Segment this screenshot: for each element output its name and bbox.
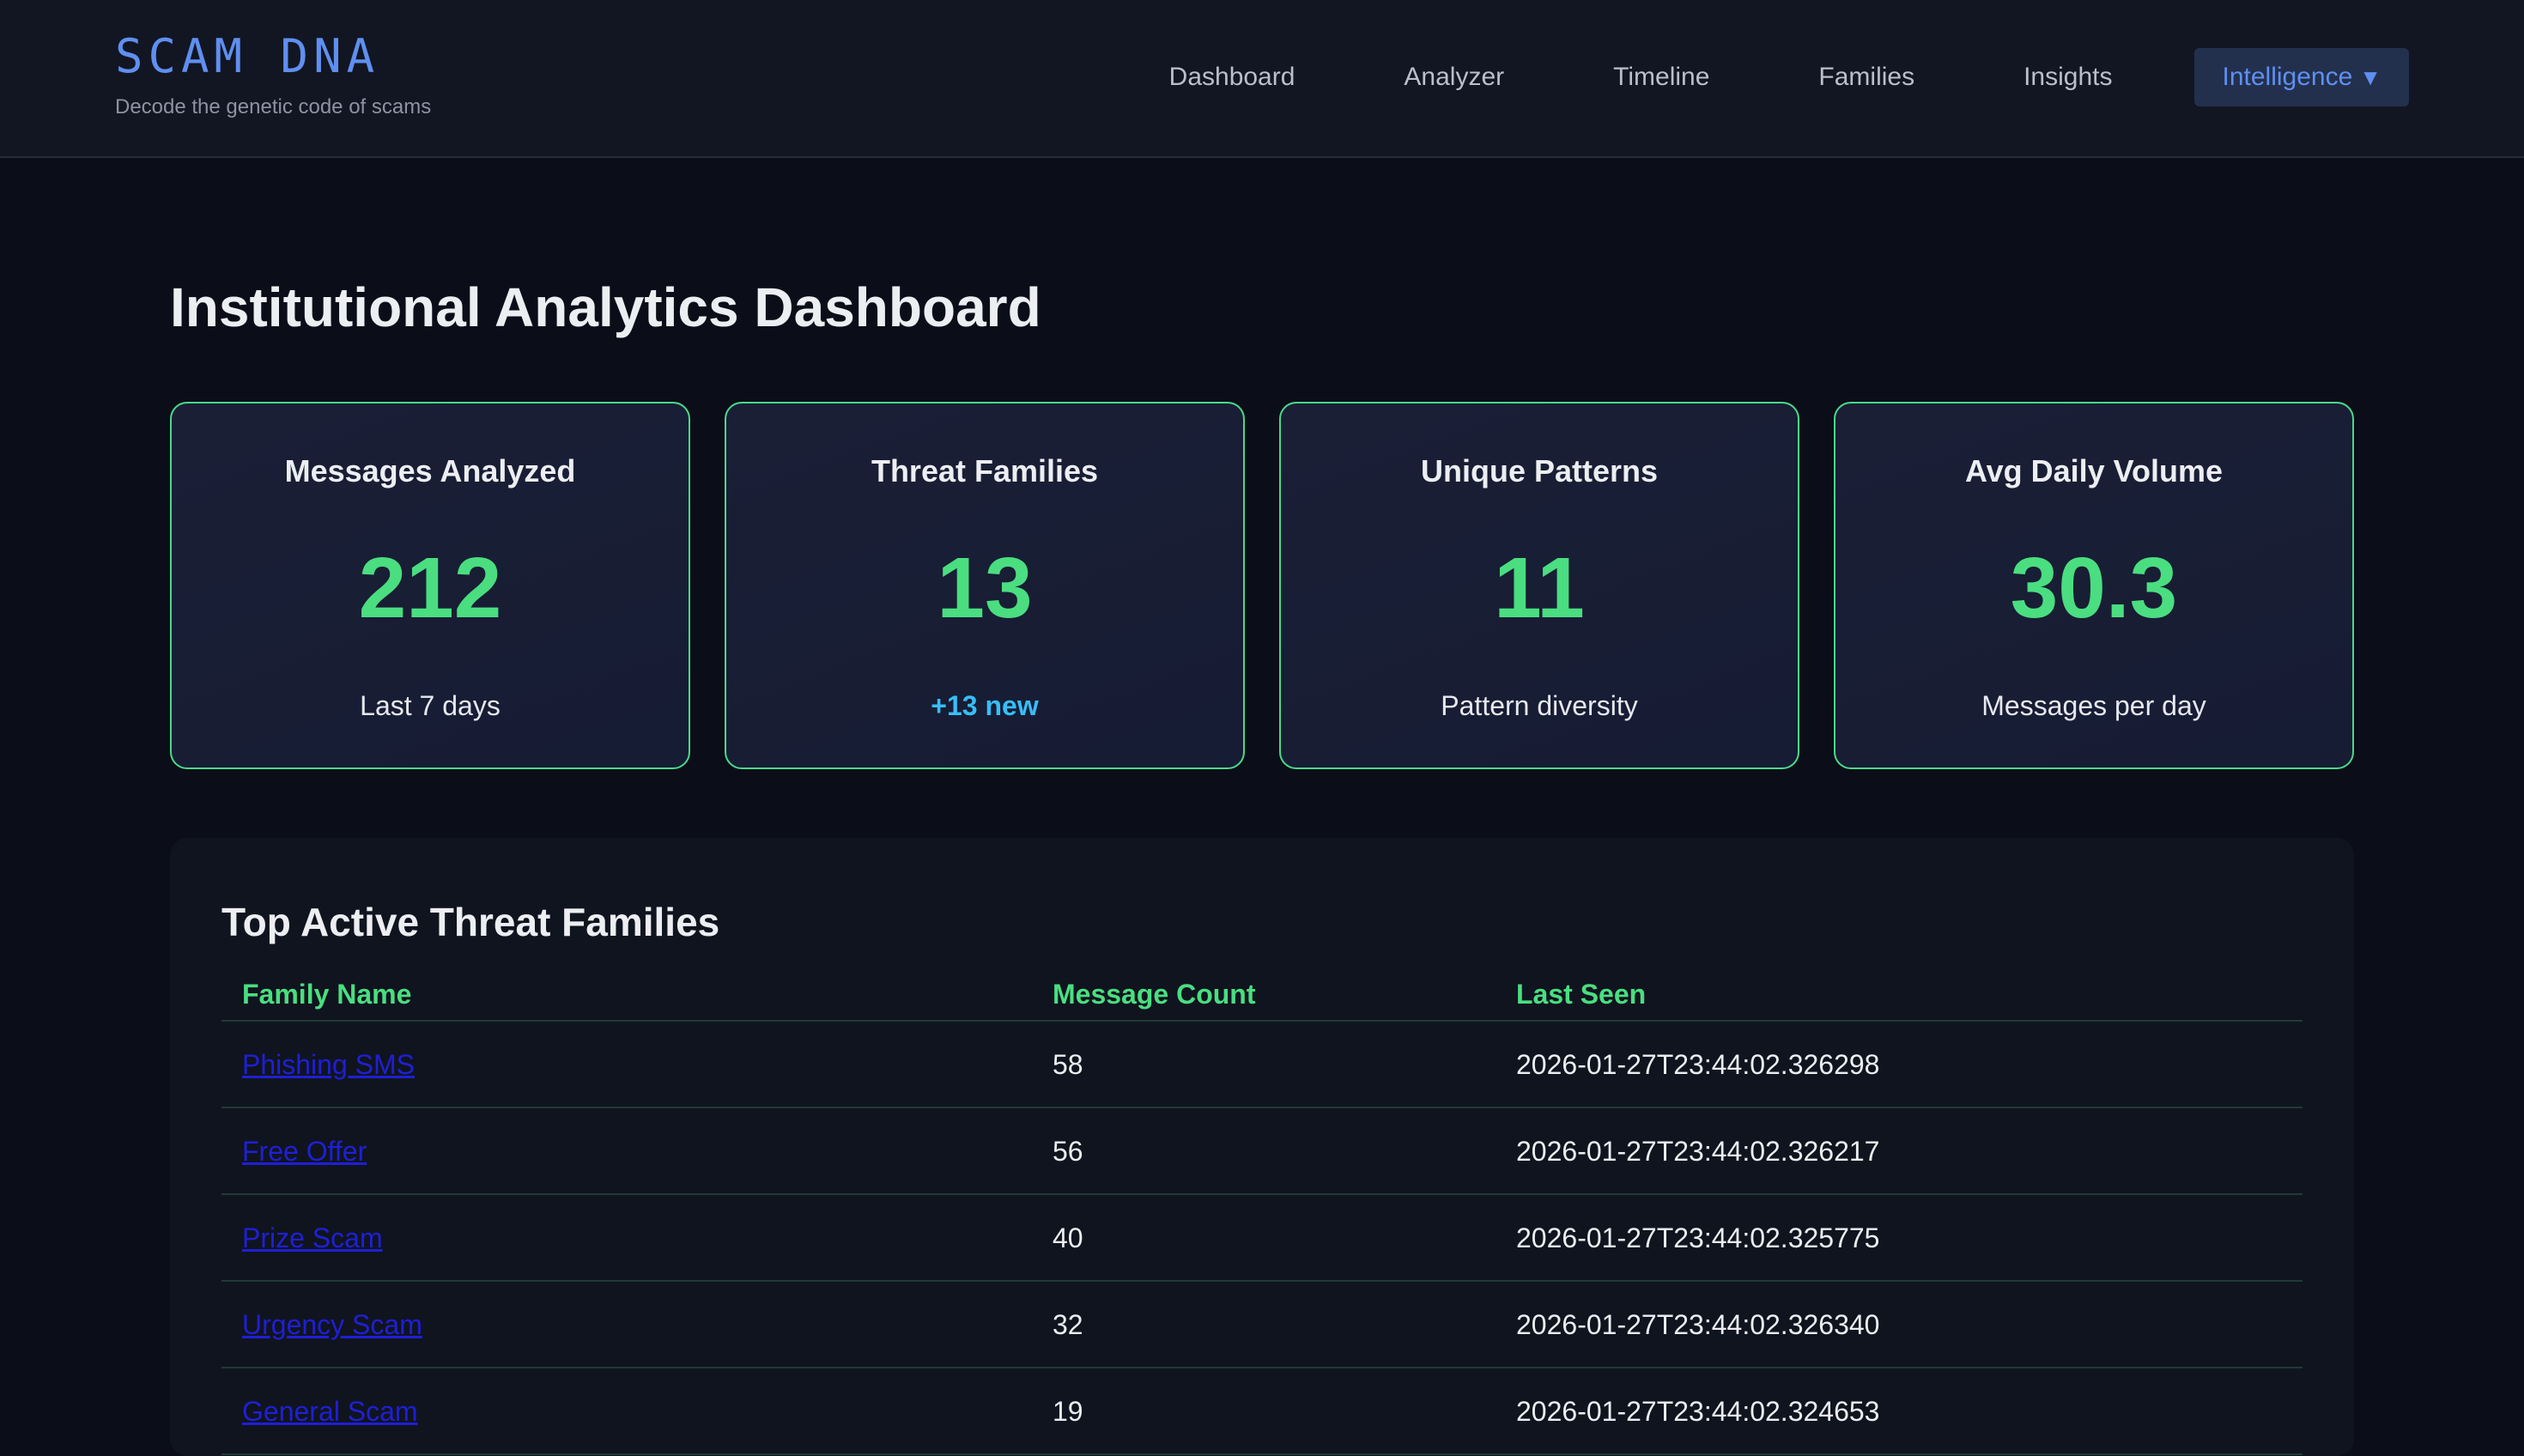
table-row: Free Offer 56 2026-01-27T23:44:02.326217: [221, 1108, 2303, 1195]
last-seen: 2026-01-27T23:44:02.326340: [1516, 1309, 1880, 1340]
stat-card-value: 30.3: [2010, 540, 2178, 636]
stat-card-label: Messages Analyzed: [284, 453, 576, 488]
message-count: 19: [1053, 1396, 1083, 1427]
brand-title[interactable]: SCAM DNA: [115, 29, 380, 83]
last-seen: 2026-01-27T23:44:02.326217: [1516, 1136, 1880, 1167]
column-header-last-seen: Last Seen: [1516, 979, 1647, 1010]
threat-families-panel: Top Active Threat Families Family Name M…: [170, 838, 2354, 1456]
family-link[interactable]: Prize Scam: [242, 1222, 383, 1253]
nav-intelligence-label: Intelligence: [2222, 63, 2353, 91]
table-row: Phishing SMS 58 2026-01-27T23:44:02.3262…: [221, 1022, 2303, 1108]
message-count: 58: [1053, 1049, 1083, 1080]
family-link[interactable]: Phishing SMS: [242, 1049, 415, 1080]
panel-title: Top Active Threat Families: [221, 900, 720, 944]
brand: SCAM DNA Decode the genetic code of scam…: [115, 31, 431, 120]
stat-card-threat-families: Threat Families 13 +13 new: [725, 402, 1245, 769]
table-row: General Scam 19 2026-01-27T23:44:02.3246…: [221, 1368, 2303, 1455]
brand-subtitle: Decode the genetic code of scams: [115, 95, 432, 118]
stat-card-label: Threat Families: [871, 453, 1099, 488]
column-header-message-count: Message Count: [1053, 979, 1256, 1010]
stat-card-value: 13: [937, 540, 1033, 636]
main-nav: Dashboard Analyzer Timeline Families Ins…: [1169, 48, 2409, 106]
message-count: 32: [1053, 1309, 1083, 1340]
stat-card-note: Messages per day: [1981, 690, 2206, 721]
stat-card-note: +13 new: [931, 690, 1039, 721]
stat-card-note: Pattern diversity: [1441, 690, 1638, 721]
nav-insights[interactable]: Insights: [2023, 63, 2113, 91]
page-title: Institutional Analytics Dashboard: [170, 276, 1041, 338]
table-row: Urgency Scam 32 2026-01-27T23:44:02.3263…: [221, 1282, 2303, 1368]
family-link[interactable]: Urgency Scam: [242, 1309, 422, 1340]
last-seen: 2026-01-27T23:44:02.325775: [1516, 1222, 1880, 1253]
table-header-row: Family Name Message Count Last Seen: [221, 967, 2303, 1022]
nav-intelligence-dropdown[interactable]: Intelligence ▼: [2194, 48, 2409, 106]
caret-down-icon: ▼: [2359, 64, 2381, 90]
nav-families[interactable]: Families: [1818, 63, 1915, 91]
table-row: Prize Scam 40 2026-01-27T23:44:02.325775: [221, 1195, 2303, 1282]
nav-timeline[interactable]: Timeline: [1613, 63, 1710, 91]
stat-card-avg-daily-volume: Avg Daily Volume 30.3 Messages per day: [1834, 402, 2354, 769]
last-seen: 2026-01-27T23:44:02.326298: [1516, 1049, 1880, 1080]
family-link[interactable]: Free Offer: [242, 1136, 367, 1167]
message-count: 40: [1053, 1222, 1083, 1253]
families-table: Family Name Message Count Last Seen Phis…: [221, 967, 2303, 1455]
stat-cards: Messages Analyzed 212 Last 7 days Threat…: [170, 402, 2354, 769]
stat-card-value: 11: [1494, 540, 1585, 636]
nav-analyzer[interactable]: Analyzer: [1404, 63, 1505, 91]
stat-card-unique-patterns: Unique Patterns 11 Pattern diversity: [1279, 402, 1799, 769]
stat-card-label: Avg Daily Volume: [1964, 453, 2224, 488]
stat-card-value: 212: [358, 540, 502, 636]
top-header: SCAM DNA Decode the genetic code of scam…: [0, 0, 2524, 158]
family-link[interactable]: General Scam: [242, 1396, 418, 1427]
last-seen: 2026-01-27T23:44:02.324653: [1516, 1396, 1880, 1427]
stat-card-label: Unique Patterns: [1420, 453, 1659, 488]
stat-card-note: Last 7 days: [360, 690, 501, 721]
nav-dashboard[interactable]: Dashboard: [1168, 63, 1295, 91]
column-header-family-name: Family Name: [242, 979, 412, 1010]
message-count: 56: [1053, 1136, 1083, 1167]
stat-card-messages-analyzed: Messages Analyzed 212 Last 7 days: [170, 402, 690, 769]
